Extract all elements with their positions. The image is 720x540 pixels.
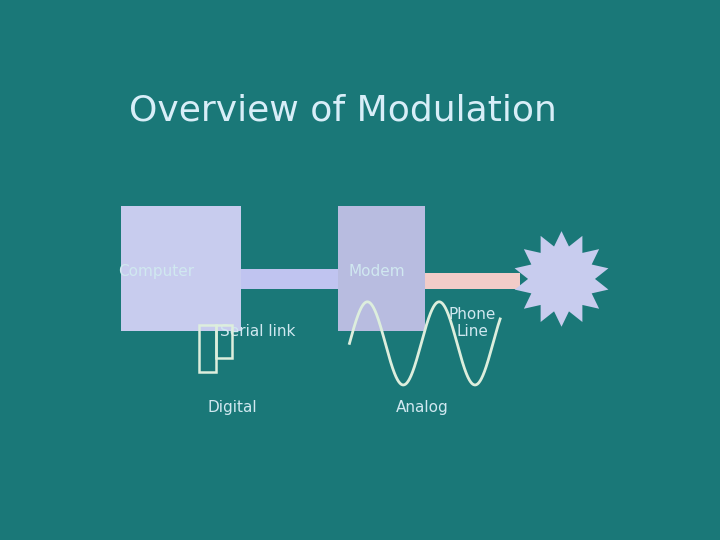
Text: Digital: Digital: [207, 400, 257, 415]
Bar: [215, 325, 233, 358]
Text: Overview of Modulation: Overview of Modulation: [129, 94, 557, 128]
Bar: [199, 325, 215, 373]
Text: Modem: Modem: [349, 264, 405, 279]
Polygon shape: [515, 231, 608, 327]
Bar: [121, 206, 240, 331]
Text: Computer: Computer: [119, 264, 194, 279]
Bar: [240, 268, 338, 289]
Text: Phone
Line: Phone Line: [449, 307, 496, 339]
Text: Analog: Analog: [395, 400, 449, 415]
Bar: [425, 273, 520, 289]
Bar: [338, 206, 425, 331]
Text: Serial link: Serial link: [220, 324, 295, 339]
